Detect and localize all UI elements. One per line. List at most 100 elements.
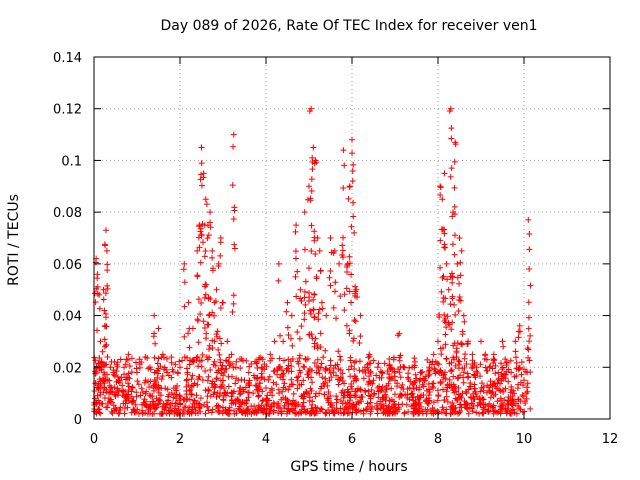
data-point	[447, 368, 454, 375]
data-point	[259, 388, 266, 395]
data-point	[426, 392, 433, 399]
data-point	[204, 377, 211, 384]
data-point	[451, 389, 458, 396]
data-point	[211, 381, 218, 388]
data-point	[384, 367, 391, 374]
data-point	[316, 247, 323, 254]
data-point	[448, 125, 455, 132]
data-point	[170, 394, 177, 401]
data-point	[151, 312, 158, 319]
data-point	[246, 389, 253, 396]
data-point	[207, 224, 214, 231]
data-point	[422, 377, 429, 384]
data-point	[357, 333, 364, 340]
data-point	[194, 354, 201, 361]
data-point	[265, 377, 272, 384]
data-point	[154, 360, 161, 367]
data-point	[365, 388, 372, 395]
data-point	[117, 356, 124, 363]
data-point	[523, 395, 530, 402]
data-point	[285, 362, 292, 369]
data-point	[388, 385, 395, 392]
data-point	[447, 173, 454, 180]
data-point	[370, 357, 377, 364]
data-point	[336, 260, 343, 267]
data-point	[232, 364, 239, 371]
data-point	[279, 388, 286, 395]
data-point	[490, 410, 497, 417]
data-point	[274, 400, 281, 407]
data-point	[107, 364, 114, 371]
data-point	[204, 235, 211, 242]
data-point	[154, 374, 161, 381]
data-point	[444, 398, 451, 405]
data-point	[308, 187, 315, 194]
data-point	[202, 368, 209, 375]
data-point	[383, 384, 390, 391]
data-point	[303, 409, 310, 416]
data-point	[104, 354, 111, 361]
data-point	[360, 410, 367, 417]
data-point	[367, 393, 374, 400]
data-point	[186, 404, 193, 411]
data-point	[245, 380, 252, 387]
data-point	[486, 387, 493, 394]
data-point	[354, 294, 361, 301]
data-point	[322, 367, 329, 374]
data-point	[314, 356, 321, 363]
data-point	[228, 351, 235, 358]
data-point	[233, 358, 240, 365]
x-tick-label: 12	[602, 432, 619, 447]
data-point	[321, 391, 328, 398]
data-point	[152, 381, 159, 388]
data-point	[457, 272, 464, 279]
data-point	[305, 297, 312, 304]
data-point	[196, 401, 203, 408]
data-point	[219, 362, 226, 369]
y-tick-label: 0.06	[53, 258, 82, 273]
data-point	[339, 247, 346, 254]
data-point	[141, 379, 148, 386]
data-point	[435, 369, 442, 376]
data-point	[150, 387, 157, 394]
data-point	[141, 396, 148, 403]
data-point	[125, 351, 132, 358]
data-point	[285, 356, 292, 363]
data-point	[378, 387, 385, 394]
data-point	[94, 271, 101, 278]
data-point	[410, 405, 417, 412]
data-point	[438, 288, 445, 295]
data-point	[330, 304, 337, 311]
data-point	[113, 368, 120, 375]
data-point	[328, 374, 335, 381]
data-point	[519, 391, 526, 398]
data-point	[426, 389, 433, 396]
data-point	[374, 384, 381, 391]
data-point	[267, 403, 274, 410]
data-point	[515, 396, 522, 403]
data-point	[181, 354, 188, 361]
data-point	[306, 108, 313, 115]
data-point	[451, 203, 458, 210]
data-point	[109, 410, 116, 417]
data-point	[271, 407, 278, 414]
axis-ticks: 0 2 4 6 8 10 12 0 0.02 0.04 0.06 0.08 0.1 0.12 0.14	[53, 51, 618, 447]
data-point	[205, 407, 212, 414]
data-point	[110, 371, 117, 378]
data-point	[181, 260, 188, 267]
data-point	[230, 131, 237, 138]
data-point	[477, 388, 484, 395]
data-point	[429, 405, 436, 412]
data-point	[470, 396, 477, 403]
data-point	[152, 340, 159, 347]
data-point	[446, 383, 453, 390]
data-point	[448, 326, 455, 333]
data-point	[181, 333, 188, 340]
data-point	[116, 410, 123, 417]
data-point	[203, 281, 210, 288]
data-point	[446, 360, 453, 367]
data-point	[471, 385, 478, 392]
data-point	[159, 351, 166, 358]
data-point	[327, 370, 334, 377]
data-point	[319, 374, 326, 381]
